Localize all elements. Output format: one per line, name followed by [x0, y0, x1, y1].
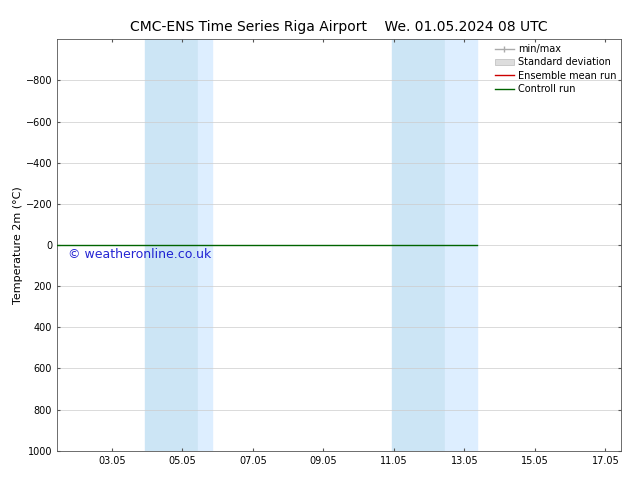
Bar [392, 39, 445, 451]
Bar [198, 39, 212, 451]
Y-axis label: Temperature 2m (°C): Temperature 2m (°C) [13, 186, 23, 304]
Bar [145, 39, 198, 451]
Bar [445, 39, 477, 451]
Legend: min/max, Standard deviation, Ensemble mean run, Controll run: min/max, Standard deviation, Ensemble me… [492, 41, 619, 97]
Title: CMC-ENS Time Series Riga Airport    We. 01.05.2024 08 UTC: CMC-ENS Time Series Riga Airport We. 01.… [131, 20, 548, 34]
Text: © weatheronline.co.uk: © weatheronline.co.uk [68, 248, 212, 261]
